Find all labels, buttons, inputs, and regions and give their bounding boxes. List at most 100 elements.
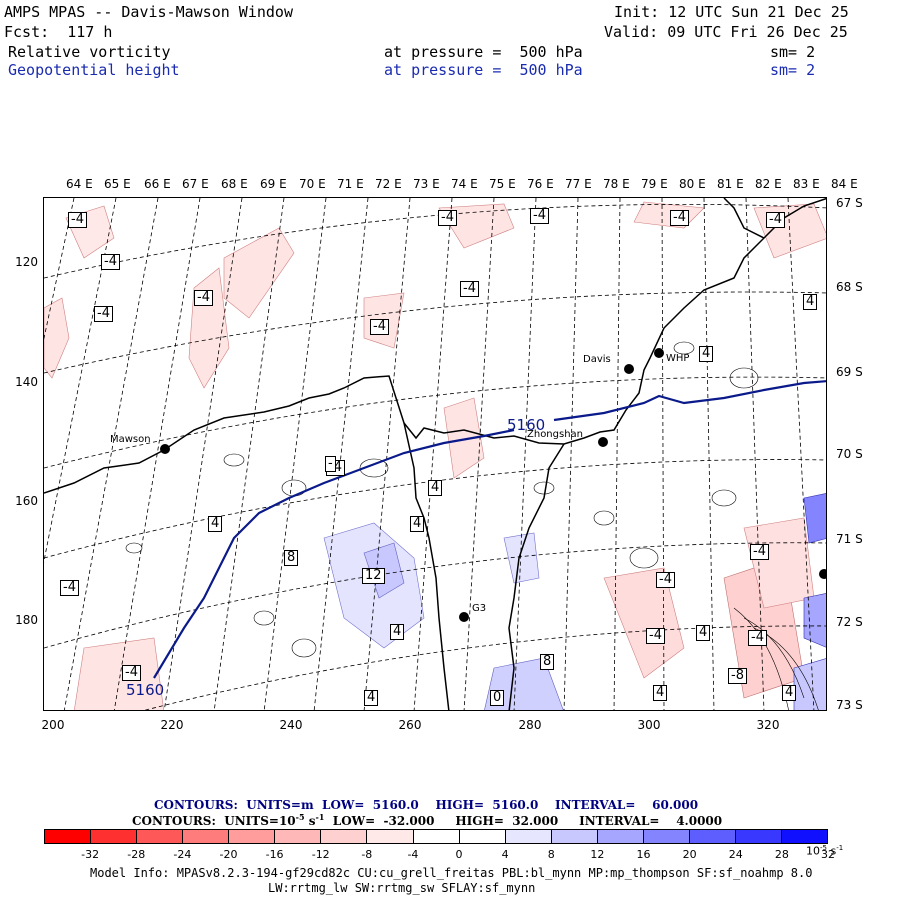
color-bar-unit-s-exponent: -1 (836, 844, 844, 852)
shade-negative (438, 203, 515, 249)
station-marker (160, 444, 170, 454)
lon-label: 77 E (565, 177, 592, 191)
color-bar-label: 12 (590, 848, 605, 861)
color-bar-label: 24 (728, 848, 743, 861)
grid-x-label: 320 (756, 718, 780, 732)
lon-label: 82 E (755, 177, 782, 191)
grid-y-label: 120 (15, 255, 38, 269)
shade-positive (803, 593, 826, 648)
color-bar-cell (413, 830, 460, 843)
lon-label: 68 E (221, 177, 248, 191)
color-bar-cell (229, 830, 276, 843)
grid-x-label: 300 (637, 718, 661, 732)
init-time: Init: 12 UTC Sun 21 Dec 25 (614, 3, 849, 21)
color-bar-label: -24 (173, 848, 192, 861)
vorticity-contour-label: 4 (699, 346, 714, 362)
contour-low: LOW= -32.000 (332, 814, 435, 828)
vorticity-contour-label: -4 (60, 580, 79, 596)
vorticity-shading (44, 201, 826, 710)
vorticity-contour-label: 4 (390, 624, 405, 640)
model-info-line1: Model Info: MPASv8.2.3-194-gf29cd82c CU:… (90, 866, 813, 880)
color-bar-label: -4 (407, 848, 419, 861)
color-bar-cell (551, 830, 598, 843)
vorticity-contour-label: -8 (728, 668, 747, 684)
vorticity-contour-label: 4 (782, 685, 797, 701)
color-bar-label: 8 (547, 848, 555, 861)
shade-negative (188, 267, 230, 389)
station-label-mawson: Mawson (110, 434, 151, 445)
vorticity-contour-label: -4 (530, 208, 549, 224)
color-bar-label: 32 (821, 848, 835, 861)
vorticity-contour-info: CONTOURS: UNITS=10-5 s-1 LOW= -32.000 HI… (132, 812, 722, 828)
map-title: AMPS MPAS -- Davis-Mawson Window (4, 3, 293, 21)
forecast-hour: Fcst: 117 h (4, 23, 113, 41)
coastline (508, 443, 565, 710)
station-marker (598, 437, 608, 447)
contour-units-s-exponent: -1 (315, 812, 325, 822)
color-bar-cell (643, 830, 690, 843)
color-bar-cell (505, 830, 552, 843)
shade-negative (223, 227, 295, 319)
lon-label: 64 E (66, 177, 93, 191)
height-contour-5160 (153, 428, 515, 679)
lon-label: 73 E (413, 177, 440, 191)
grid-y-label: 140 (15, 375, 38, 389)
height-contour-5160 (553, 380, 826, 422)
lon-label: 75 E (489, 177, 516, 191)
lon-label: 80 E (679, 177, 706, 191)
lon-label: 78 E (603, 177, 630, 191)
lat-label: 73 S (836, 698, 863, 712)
grid-y-label: 180 (15, 613, 38, 627)
vorticity-contour-label: 12 (362, 568, 385, 584)
coastline (44, 198, 826, 494)
lon-label: 66 E (144, 177, 171, 191)
color-bar-cell (782, 830, 828, 843)
shade-negative (633, 201, 705, 229)
vorticity-contour-label: 4 (696, 625, 711, 641)
station-label-whp: WHP (666, 353, 690, 364)
vorticity-contours (125, 341, 819, 710)
vorticity-contour-label: 4 (208, 516, 223, 532)
color-bar-cell (91, 830, 138, 843)
color-bar-label: -32 (81, 848, 100, 861)
color-bar-cell (45, 830, 92, 843)
vorticity-contour-label: -4 (670, 210, 689, 226)
grid-x-label: 280 (518, 718, 542, 732)
contour-units-exponent: -5 (295, 812, 305, 822)
station-label-zhongshan: Zhongshan (527, 429, 584, 440)
coastline (403, 422, 450, 710)
map-plot (44, 198, 826, 710)
lon-label: 67 E (182, 177, 209, 191)
lat-label: 67 S (836, 196, 863, 210)
lat-label: 71 S (836, 532, 863, 546)
lon-label: 76 E (527, 177, 554, 191)
vorticity-contour-label: -4 (750, 544, 769, 560)
shade-positive (503, 532, 540, 584)
contour-units: UNITS=m (246, 798, 314, 812)
contour-units: UNITS=10 (224, 814, 296, 828)
color-bar-label: -12 (311, 848, 330, 861)
color-bar-unit-exponent: -5 (820, 844, 827, 852)
field1-name: Relative vorticity (8, 43, 171, 61)
graticule (44, 198, 826, 710)
vorticity-contour-label: - (325, 456, 336, 472)
vorticity-contour-label: 8 (540, 654, 555, 670)
color-bar-label: 0 (455, 848, 463, 861)
color-bar-label: -28 (127, 848, 146, 861)
vorticity-contour-label: 4 (803, 294, 818, 310)
map-panel: Mawson Davis WHP Zhongshan G3 5160 5160 … (43, 197, 827, 711)
grid-x-label: 260 (398, 718, 422, 732)
lon-label: 84 E (831, 177, 858, 191)
lat-label: 72 S (836, 615, 863, 629)
vorticity-contour-label: -4 (766, 212, 785, 228)
model-info-line2: LW:rrtmg_lw SW:rrtmg_sw SFLAY:sf_mynn (268, 881, 536, 895)
field2-smoothing: sm= 2 (770, 61, 816, 79)
contour-interval: INTERVAL= 60.000 (555, 798, 699, 812)
grid-x-label: 240 (279, 718, 303, 732)
grid-y-label: 160 (15, 494, 38, 508)
field2-name: Geopotential height (8, 61, 180, 79)
station-marker (624, 364, 634, 374)
vorticity-contour-label: -4 (438, 210, 457, 226)
color-bar-label: 28 (774, 848, 789, 861)
color-bar-label: 16 (636, 848, 651, 861)
